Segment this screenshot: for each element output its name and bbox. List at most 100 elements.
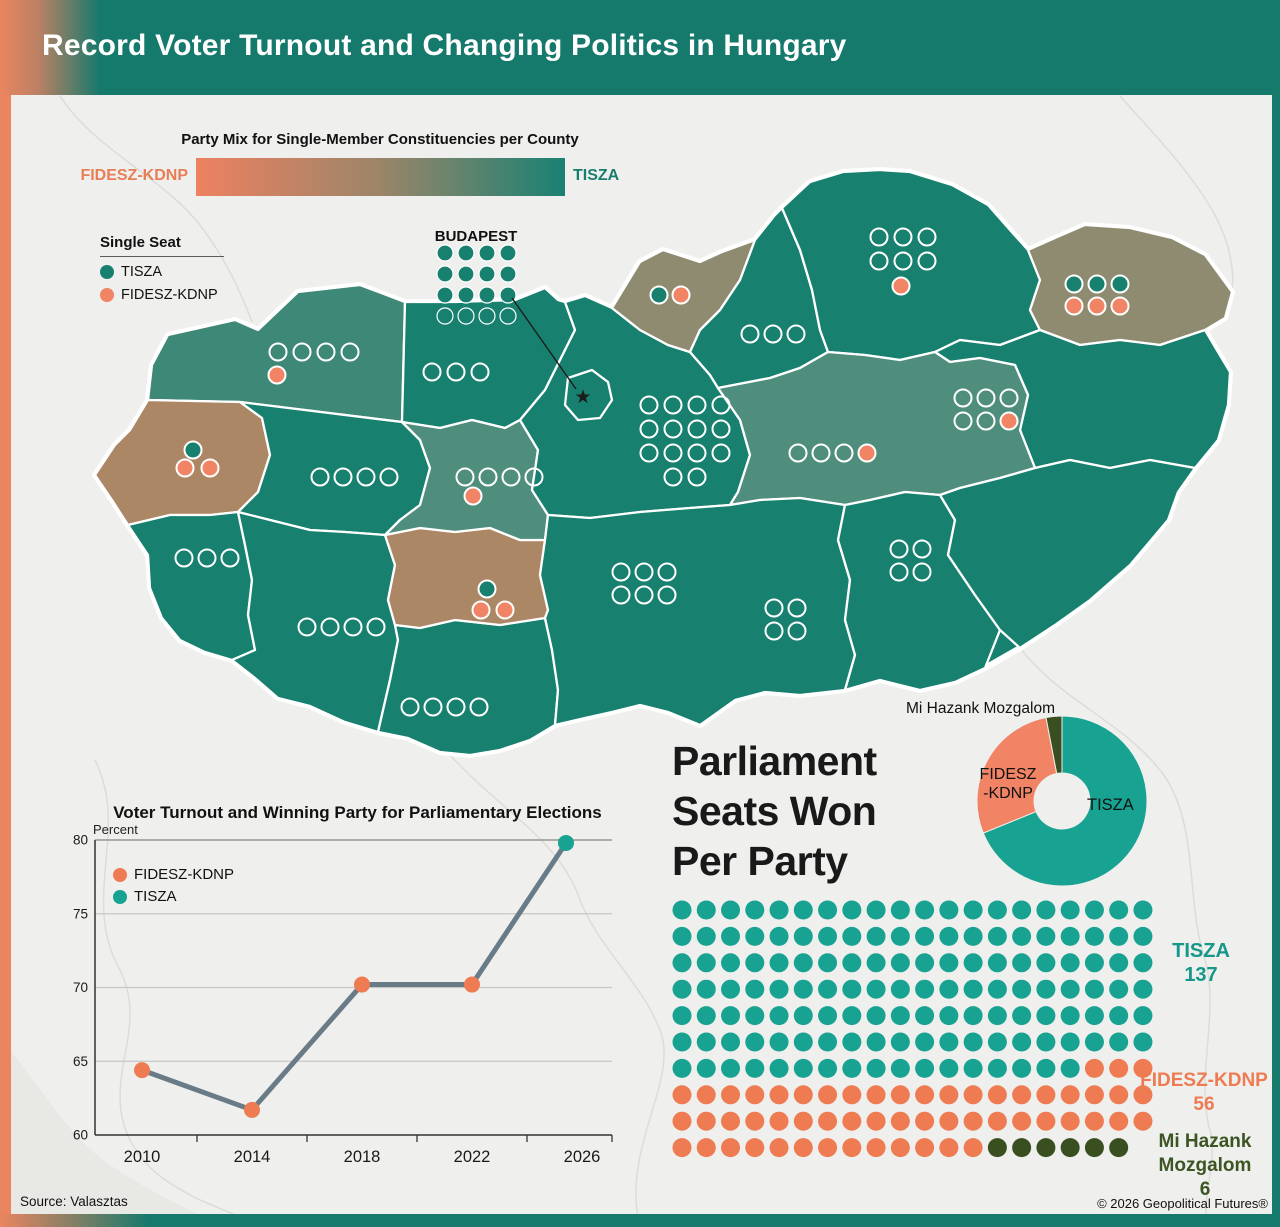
parliament-seat-dot xyxy=(1012,1006,1032,1026)
budapest-seat-dot xyxy=(478,307,496,325)
line-chart-legend: FIDESZ-KDNP TISZA xyxy=(113,866,234,910)
parliament-seat-dot xyxy=(1012,1138,1032,1158)
parliament-seat-dot xyxy=(987,926,1007,946)
parliament-seat-dot xyxy=(915,953,935,973)
parliament-seat-dot xyxy=(721,900,741,920)
parliament-seat-dot xyxy=(963,979,983,999)
parliament-seat-dot xyxy=(842,1006,862,1026)
parliament-seat-dot xyxy=(696,900,716,920)
single-seat-legend-label: TISZA xyxy=(121,264,163,280)
county-seat-dot-tisza xyxy=(763,324,783,344)
parliament-seat-dot xyxy=(672,1138,692,1158)
parliament-seat-dot xyxy=(1012,900,1032,920)
party-mix-right-label: TISZA xyxy=(573,167,620,184)
county-seat-dot-tisza xyxy=(469,697,489,717)
fidesz-seat-swatch xyxy=(100,288,114,302)
county-seat-dot-tisza xyxy=(687,419,707,439)
county-seat-dot-fidesz xyxy=(1064,296,1084,316)
county-seat-dot-tisza xyxy=(834,443,854,463)
parliament-seat-dot xyxy=(1060,1058,1080,1078)
parliament-seat-dot xyxy=(890,979,910,999)
parliament-seat-dot xyxy=(915,1111,935,1131)
parliament-seats-title: Parliament Seats Won Per Party xyxy=(672,736,877,886)
county-seat-dot-fidesz xyxy=(1087,296,1107,316)
donut-label-tisza: TISZA xyxy=(1087,796,1134,814)
parliament-seat-dot xyxy=(1060,1111,1080,1131)
matrix-label-line: Mi Hazank xyxy=(1158,1131,1252,1152)
parliament-seat-dot xyxy=(963,1032,983,1052)
budapest-pointer-line xyxy=(511,297,577,390)
county-seat-dot-tisza xyxy=(292,342,312,362)
parliament-seat-dot xyxy=(963,1111,983,1131)
county-seat-dot-tisza xyxy=(649,285,669,305)
county-seat-dot-tisza xyxy=(889,539,909,559)
parliament-seat-dot xyxy=(963,900,983,920)
parliament-seat-dot xyxy=(1109,1006,1129,1026)
parliament-seat-dot xyxy=(769,1032,789,1052)
county-seat-dot-tisza xyxy=(711,419,731,439)
county-seat-dot-tisza xyxy=(953,411,973,431)
county-bacs xyxy=(538,496,857,727)
parliament-seat-dot xyxy=(696,1006,716,1026)
county-borsod xyxy=(780,168,1042,362)
parliament-seat-dot xyxy=(672,1085,692,1105)
parliament-seat-dot xyxy=(1036,979,1056,999)
parliament-seat-dot xyxy=(721,1058,741,1078)
county-seat-dot-tisza xyxy=(764,621,784,641)
county-seat-dot-tisza xyxy=(999,388,1019,408)
parliament-seat-dot xyxy=(721,1032,741,1052)
matrix-label-fidesz: FIDESZ-KDNP 56 xyxy=(1138,1069,1270,1117)
parliament-seat-dot xyxy=(818,900,838,920)
parliament-seat-dot xyxy=(866,1032,886,1052)
parliament-seat-dot xyxy=(1036,1058,1056,1078)
parliament-seat-dot xyxy=(696,953,716,973)
parliament-seat-dot xyxy=(963,953,983,973)
county-hajdu xyxy=(933,328,1232,470)
parliament-seat-dot xyxy=(793,1032,813,1052)
county-szabolcs xyxy=(1026,223,1234,347)
parliament-seat-dot xyxy=(915,1138,935,1158)
county-seat-dot-tisza xyxy=(711,443,731,463)
matrix-label-line: TISZA xyxy=(1172,940,1230,962)
parliament-seat-dot xyxy=(842,1138,862,1158)
single-seat-legend: Single Seat TISZA FIDESZ-KDNP xyxy=(100,234,224,303)
parliament-seat-dot xyxy=(842,1085,862,1105)
parliament-seat-dot xyxy=(818,926,838,946)
parliament-seat-dot xyxy=(987,1138,1007,1158)
parliament-seat-dot xyxy=(1084,1058,1104,1078)
parliament-seat-dot xyxy=(745,1006,765,1026)
county-seat-dot-fidesz xyxy=(200,458,220,478)
parliament-seat-dot xyxy=(696,1032,716,1052)
parliament-seat-dot xyxy=(963,1006,983,1026)
parliament-seat-dot xyxy=(745,1111,765,1131)
parliament-seat-dot xyxy=(1109,979,1129,999)
tisza-legend-swatch xyxy=(113,889,127,904)
budapest-seat-dot xyxy=(457,307,475,325)
county-seat-dot-fidesz xyxy=(999,411,1019,431)
parliament-seat-dot xyxy=(1012,1058,1032,1078)
fidesz-legend-swatch xyxy=(113,867,127,882)
parliament-seat-dot xyxy=(866,926,886,946)
parliament-seat-dot xyxy=(1060,926,1080,946)
parliament-seat-dot xyxy=(987,953,1007,973)
parliament-seat-dot xyxy=(963,1085,983,1105)
county-seat-dot-tisza xyxy=(320,617,340,637)
parliament-seat-dot xyxy=(842,926,862,946)
parliament-seat-dot xyxy=(915,1058,935,1078)
county-komarom xyxy=(400,286,577,430)
county-seat-dot-tisza xyxy=(343,617,363,637)
parliament-seat-dot xyxy=(866,953,886,973)
parliament-seat-dot xyxy=(818,1111,838,1131)
parliament-title-line: Per Party xyxy=(672,838,848,884)
budapest-seat-dot xyxy=(436,244,454,262)
parliament-seat-dot xyxy=(793,1138,813,1158)
parliament-seat-dot xyxy=(987,900,1007,920)
parliament-seat-dot xyxy=(745,900,765,920)
county-seat-dot-tisza xyxy=(478,467,498,487)
budapest-seat-dot xyxy=(499,244,517,262)
legend-label: FIDESZ-KDNP xyxy=(134,866,235,883)
single-seat-legend-item: TISZA xyxy=(100,264,224,280)
county-seat-dot-tisza xyxy=(611,585,631,605)
parliament-seat-dot xyxy=(1109,900,1129,920)
county-seat-dot-tisza xyxy=(687,467,707,487)
